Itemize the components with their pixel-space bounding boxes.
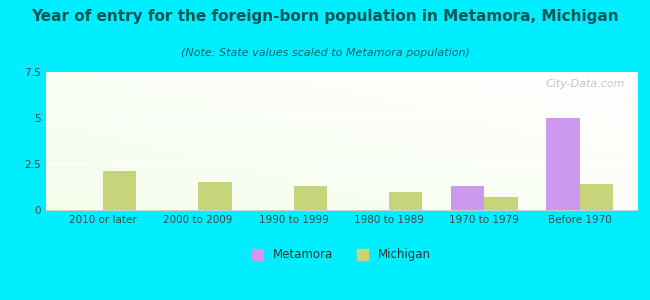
Bar [389, 192, 422, 210]
Bar [580, 184, 613, 210]
Bar [103, 171, 136, 210]
Text: Year of entry for the foreign-born population in Metamora, Michigan: Year of entry for the foreign-born popul… [31, 9, 619, 24]
Bar [547, 118, 580, 210]
Bar [484, 197, 518, 210]
Bar [451, 186, 484, 210]
Bar [294, 186, 327, 210]
Legend: Metamora, Michigan: Metamora, Michigan [247, 244, 436, 266]
Text: (Note: State values scaled to Metamora population): (Note: State values scaled to Metamora p… [181, 48, 469, 58]
Bar [198, 182, 231, 210]
Text: City-Data.com: City-Data.com [545, 79, 625, 89]
